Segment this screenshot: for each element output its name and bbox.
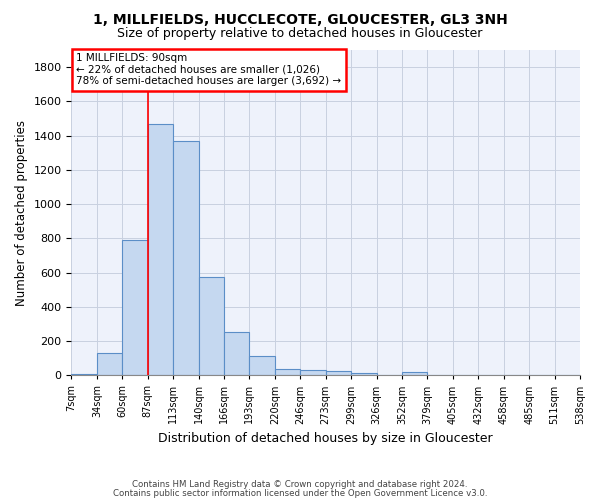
Bar (224, 332, 250, 376)
Bar (71, 374, 97, 376)
Bar (97, 353, 122, 376)
Bar (122, 240, 148, 376)
Y-axis label: Number of detached properties: Number of detached properties (15, 120, 28, 306)
Bar (250, 356, 275, 376)
Bar (402, 372, 427, 376)
Bar (300, 370, 326, 376)
Bar (351, 372, 377, 376)
Bar (173, 140, 199, 376)
Text: Size of property relative to detached houses in Gloucester: Size of property relative to detached ho… (118, 28, 482, 40)
Text: 1, MILLFIELDS, HUCCLECOTE, GLOUCESTER, GL3 3NH: 1, MILLFIELDS, HUCCLECOTE, GLOUCESTER, G… (92, 12, 508, 26)
Bar (275, 370, 300, 376)
Bar (326, 371, 351, 376)
Bar (148, 124, 173, 376)
Text: 1 MILLFIELDS: 90sqm
← 22% of detached houses are smaller (1,026)
78% of semi-det: 1 MILLFIELDS: 90sqm ← 22% of detached ho… (76, 54, 341, 86)
X-axis label: Distribution of detached houses by size in Gloucester: Distribution of detached houses by size … (158, 432, 493, 445)
Bar (199, 277, 224, 376)
Text: Contains public sector information licensed under the Open Government Licence v3: Contains public sector information licen… (113, 489, 487, 498)
Text: Contains HM Land Registry data © Crown copyright and database right 2024.: Contains HM Land Registry data © Crown c… (132, 480, 468, 489)
